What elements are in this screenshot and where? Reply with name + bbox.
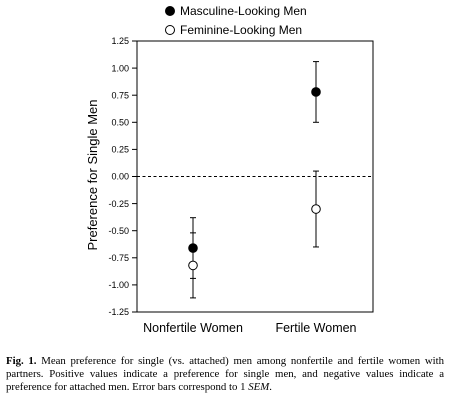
x-category-label: Nonfertile Women bbox=[143, 321, 243, 335]
x-axis: Nonfertile Women Fertile Women bbox=[143, 321, 356, 335]
caption-sem: SEM bbox=[248, 381, 270, 393]
y-tick-label: 0.25 bbox=[111, 145, 129, 155]
y-tick-label: -0.50 bbox=[108, 226, 129, 236]
masculine-data-point bbox=[188, 243, 198, 253]
caption-end: . bbox=[269, 381, 272, 393]
data-marks bbox=[188, 61, 321, 299]
feminine-data-point bbox=[311, 204, 321, 214]
y-axis-label: Preference for Single Men bbox=[85, 99, 100, 250]
y-tick-label: -0.25 bbox=[108, 199, 129, 209]
y-axis: 1.25 1.00 0.75 0.50 0.25 0.00 -0.25 -0.50 -0.75 -… bbox=[108, 36, 137, 317]
legend: Masculine-Looking Men Feminine-Looking Me… bbox=[165, 4, 307, 37]
x-category-label: Fertile Women bbox=[275, 321, 356, 335]
legend-label: Feminine-Looking Men bbox=[180, 23, 302, 37]
y-tick-label: 1.25 bbox=[111, 36, 129, 46]
legend-open-marker bbox=[165, 25, 175, 35]
y-tick-label: 0.50 bbox=[111, 118, 129, 128]
y-tick-label: 0.00 bbox=[111, 172, 129, 182]
chart: Masculine-Looking Men Feminine-Looking Me… bbox=[85, 4, 374, 335]
feminine-data-point bbox=[188, 260, 198, 271]
y-tick-label: -0.75 bbox=[108, 253, 129, 263]
legend-label: Masculine-Looking Men bbox=[180, 4, 307, 18]
figure-caption: Fig. 1. Mean preference for single (vs. … bbox=[6, 355, 444, 394]
caption-figure-label: Fig. 1. bbox=[6, 355, 37, 367]
y-tick-label: 0.75 bbox=[111, 90, 129, 100]
y-tick-label: -1.00 bbox=[108, 280, 129, 290]
masculine-data-point bbox=[311, 87, 321, 97]
caption-text: Mean preference for single (vs. attached… bbox=[6, 355, 445, 393]
legend-filled-marker bbox=[165, 6, 175, 16]
y-tick-label: -1.25 bbox=[108, 307, 129, 317]
plot-area bbox=[136, 40, 374, 313]
y-tick-label: 1.00 bbox=[111, 63, 129, 73]
